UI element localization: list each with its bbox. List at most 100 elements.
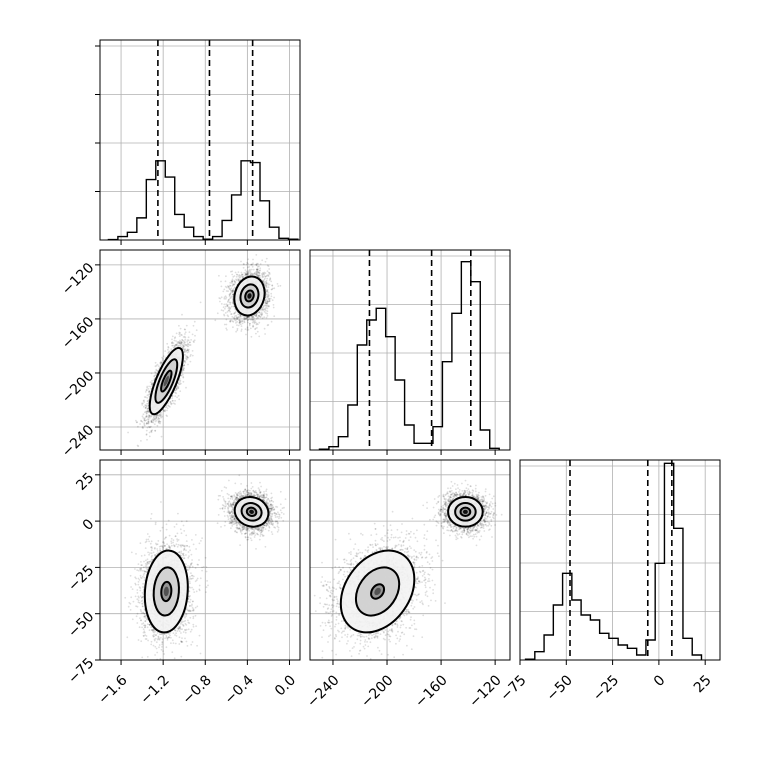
sample-point bbox=[164, 406, 167, 409]
sample-point bbox=[239, 278, 242, 281]
sample-point bbox=[252, 262, 254, 265]
sample-point bbox=[182, 375, 185, 378]
sample-point bbox=[222, 306, 225, 309]
sample-point bbox=[246, 326, 249, 328]
sample-point bbox=[252, 258, 254, 261]
sample-point bbox=[175, 387, 178, 390]
sample-point bbox=[152, 416, 155, 419]
sample-point bbox=[223, 323, 226, 326]
sample-point bbox=[240, 328, 243, 331]
sample-point bbox=[247, 328, 250, 331]
sample-point bbox=[148, 391, 151, 394]
sample-point bbox=[223, 296, 226, 299]
sample-point bbox=[176, 385, 178, 388]
sample-point bbox=[184, 360, 186, 362]
sample-point bbox=[181, 368, 184, 371]
sample-point bbox=[145, 415, 148, 417]
sample-point bbox=[267, 265, 270, 267]
sample-point bbox=[224, 312, 227, 314]
sample-point bbox=[145, 405, 148, 408]
sample-point bbox=[166, 409, 168, 412]
sample-point bbox=[230, 290, 233, 293]
sample-point bbox=[248, 322, 251, 325]
sample-point bbox=[184, 331, 187, 334]
sample-point bbox=[159, 413, 162, 416]
sample-point bbox=[148, 391, 151, 393]
sample-point bbox=[153, 375, 156, 378]
sample-point bbox=[182, 367, 185, 370]
sample-point bbox=[171, 344, 174, 347]
sample-point bbox=[180, 341, 183, 344]
sample-point bbox=[178, 379, 181, 381]
sample-point bbox=[270, 280, 273, 283]
sample-point bbox=[178, 324, 180, 327]
sample-point bbox=[239, 323, 242, 326]
sample-point bbox=[186, 339, 189, 341]
sample-point bbox=[187, 349, 189, 351]
sample-point bbox=[160, 361, 163, 364]
sample-point bbox=[177, 341, 180, 343]
sample-point bbox=[193, 341, 195, 343]
sample-point bbox=[148, 385, 151, 388]
sample-point bbox=[147, 410, 149, 413]
sample-point bbox=[233, 280, 236, 283]
sample-point bbox=[154, 418, 156, 421]
sample-point bbox=[169, 402, 172, 405]
sample-point bbox=[184, 336, 187, 339]
sample-point bbox=[149, 417, 151, 419]
sample-point bbox=[183, 345, 186, 348]
sample-point bbox=[267, 291, 270, 294]
sample-point bbox=[144, 406, 147, 409]
sample-point bbox=[168, 350, 171, 353]
sample-point bbox=[183, 367, 186, 370]
sample-point bbox=[169, 401, 172, 403]
histogram-steps bbox=[524, 462, 703, 660]
sample-point bbox=[191, 333, 194, 336]
sample-point bbox=[159, 362, 162, 365]
sample-point bbox=[193, 339, 196, 342]
sample-point bbox=[185, 350, 188, 352]
sample-point bbox=[182, 368, 185, 371]
sample-point bbox=[177, 394, 180, 397]
sample-point bbox=[265, 257, 268, 260]
sample-point bbox=[226, 304, 229, 307]
sample-point bbox=[183, 360, 186, 362]
sample-point bbox=[160, 416, 163, 419]
sample-point bbox=[181, 343, 184, 346]
sample-point bbox=[136, 444, 139, 447]
sample-point bbox=[186, 355, 189, 358]
sample-point bbox=[154, 374, 157, 376]
sample-point bbox=[220, 285, 223, 288]
sample-point bbox=[159, 422, 162, 425]
sample-point bbox=[240, 260, 242, 263]
sample-point bbox=[150, 420, 153, 423]
sample-point bbox=[184, 333, 186, 335]
sample-point bbox=[182, 344, 185, 347]
sample-point bbox=[182, 366, 185, 368]
sample-point bbox=[145, 389, 148, 392]
sample-point bbox=[268, 279, 271, 281]
sample-point bbox=[147, 402, 150, 405]
sample-point bbox=[186, 357, 189, 360]
sample-point bbox=[179, 342, 181, 345]
sample-point bbox=[180, 345, 183, 348]
sample-point bbox=[154, 429, 157, 432]
sample-point bbox=[147, 420, 150, 423]
sample-point bbox=[270, 295, 273, 298]
sample-point bbox=[184, 361, 187, 364]
sample-point bbox=[183, 335, 186, 338]
sample-point bbox=[216, 312, 219, 315]
sample-point bbox=[271, 284, 274, 287]
sample-point bbox=[136, 421, 139, 424]
sample-point bbox=[161, 357, 164, 360]
sample-point bbox=[225, 323, 228, 326]
sample-point bbox=[163, 410, 166, 413]
sample-point bbox=[171, 400, 174, 402]
sample-point bbox=[258, 311, 261, 314]
sample-point bbox=[140, 420, 143, 422]
sample-point bbox=[171, 399, 174, 402]
sample-point bbox=[154, 372, 157, 374]
sample-point bbox=[144, 417, 146, 419]
sample-point bbox=[135, 421, 138, 424]
sample-point bbox=[187, 343, 189, 346]
